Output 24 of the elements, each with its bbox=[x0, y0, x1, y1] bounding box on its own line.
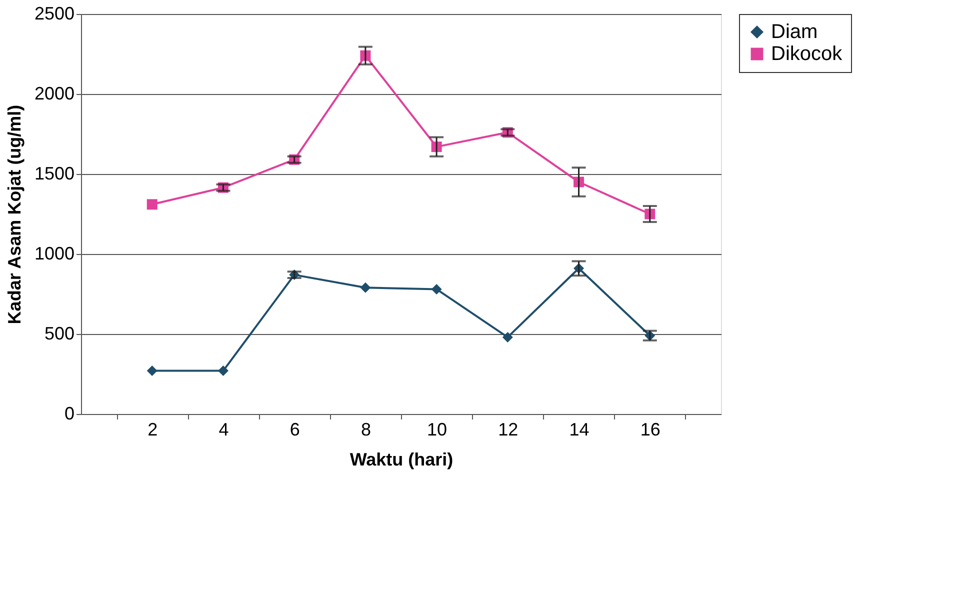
x-tick-label: 10 bbox=[427, 420, 448, 440]
legend-label: Diam bbox=[771, 21, 818, 43]
point bbox=[218, 366, 228, 376]
point bbox=[431, 284, 442, 294]
point bbox=[360, 282, 371, 293]
x-tick-label: 2 bbox=[148, 420, 158, 440]
point bbox=[502, 332, 513, 342]
point bbox=[146, 199, 158, 210]
y-tick-label: 2000 bbox=[34, 84, 74, 104]
y-tick-label: 0 bbox=[64, 404, 74, 424]
x-tick-label: 12 bbox=[498, 420, 518, 440]
legend-label: Dikocok bbox=[771, 43, 844, 65]
y-tick-label: 1500 bbox=[34, 164, 74, 184]
x-tick-label: 6 bbox=[290, 420, 300, 440]
point bbox=[146, 366, 158, 376]
x-tick-label: 16 bbox=[640, 420, 660, 440]
y-tick-label: 500 bbox=[44, 324, 74, 344]
x-tick-label: 4 bbox=[218, 420, 229, 440]
x-tick-label: 8 bbox=[360, 420, 371, 440]
y-tick-label: 1000 bbox=[34, 244, 74, 264]
y-tick-label: 2500 bbox=[34, 4, 74, 24]
y-axis-title: Kadar Asam Kojat (ug/ml) bbox=[4, 104, 24, 324]
x-tick-label: 14 bbox=[569, 420, 590, 440]
x-axis-title: Waktu (hari) bbox=[350, 450, 454, 470]
